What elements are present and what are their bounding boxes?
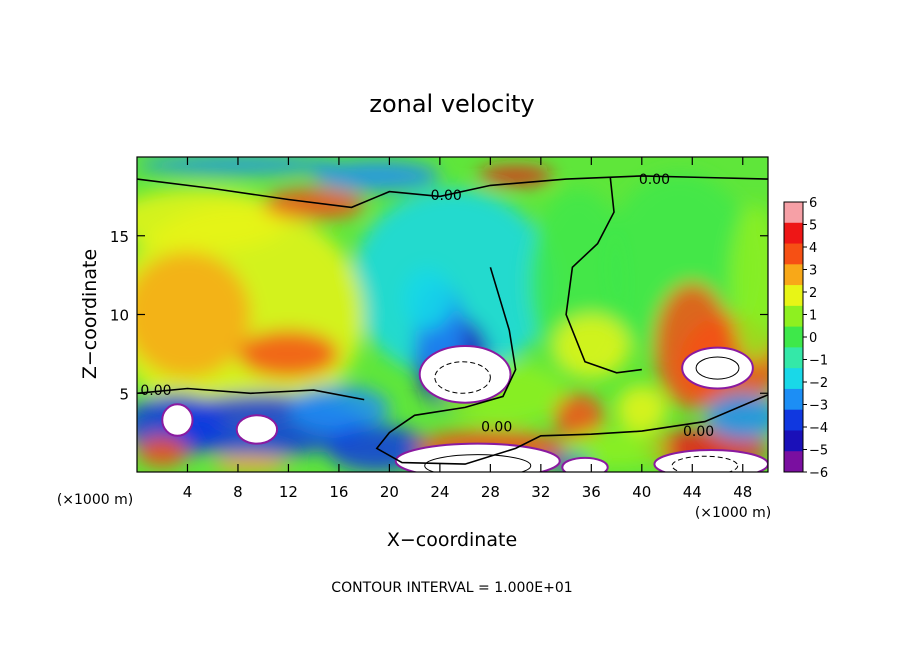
y-axis-label: Z−coordinate	[79, 249, 101, 379]
colorbar-label-0: 6	[809, 196, 817, 211]
zero-contour-1	[137, 387, 365, 401]
colorbar-label-1: 5	[809, 219, 817, 234]
x-axis: 4 8 12 16 20 24 28 32 36 40 44 48	[183, 157, 752, 501]
colorbar-label-2: 4	[809, 241, 817, 256]
x-tick-label-28: 28	[481, 483, 500, 501]
contour-label-1: 0.00	[639, 172, 670, 188]
y-axis: 5 10 15	[110, 228, 768, 403]
colorbar-label-5: 1	[809, 309, 817, 324]
saturated-region-1	[681, 346, 754, 390]
x-tick-label-48: 48	[733, 483, 752, 501]
x-tick-label-40: 40	[632, 483, 651, 501]
colorbar-cell-10	[784, 409, 803, 431]
heatmap-blob-0	[351, 188, 554, 378]
colorbar-label-7: −1	[809, 354, 828, 369]
contour-dashed-0	[434, 361, 491, 394]
x-tick-label-44: 44	[683, 483, 702, 501]
colorbar-cell-0	[784, 202, 803, 224]
saturated-region-0	[418, 345, 512, 404]
x-tick-label-16: 16	[329, 483, 348, 501]
colorbar-label-11: −5	[809, 444, 828, 459]
heatmap-blob-5	[263, 188, 365, 220]
heatmap-blob-3	[237, 330, 339, 378]
zero-contours	[137, 175, 768, 472]
zero-contour-3	[565, 177, 642, 374]
contour-labels: 0.00 0.00 0.00 0.00 0.00	[140, 172, 714, 440]
x-tick-label-36: 36	[582, 483, 601, 501]
x-axis-label: X−coordinate	[387, 529, 517, 551]
heatmap-field	[137, 157, 768, 472]
colorbar-label-4: 2	[809, 286, 817, 301]
x-tick-label-8: 8	[233, 483, 243, 501]
heatmap-blob-20	[616, 385, 668, 433]
x-tick-label-12: 12	[279, 483, 298, 501]
x-unit-left: (×1000 m)	[57, 492, 133, 508]
heatmap-blob-29	[137, 435, 188, 468]
contour-interval-note: CONTOUR INTERVAL = 1.000E+01	[331, 580, 572, 596]
saturated-region-5	[653, 448, 768, 472]
saturated-region-3	[235, 414, 279, 445]
colorbar-cell-8	[784, 368, 803, 390]
colorbar-cell-2	[784, 243, 803, 265]
heatmap-blob-30	[212, 454, 289, 472]
colorbar-cell-4	[784, 285, 803, 307]
colorbar-label-8: −2	[809, 376, 828, 391]
colorbar-cell-3	[784, 264, 803, 286]
saturated-regions	[161, 345, 768, 472]
heatmap-blob-19	[553, 393, 604, 441]
colorbar-cell-11	[784, 430, 803, 452]
saturated-region-4	[394, 442, 561, 472]
colorbar-label-12: −6	[809, 466, 828, 481]
contour-dashed-1	[671, 455, 739, 472]
contour-label-0: 0.00	[431, 188, 462, 204]
x-tick-label-24: 24	[430, 483, 449, 501]
colorbar-cell-7	[784, 347, 803, 369]
zero-contour-0	[137, 175, 768, 209]
saturated-region-6	[561, 456, 609, 472]
contour-inner-1	[424, 454, 532, 472]
zero-contour-2	[375, 267, 768, 465]
heatmap-blob-14	[553, 314, 630, 378]
colorbar-label-10: −4	[809, 421, 828, 436]
contour-inner-0	[695, 356, 740, 380]
heatmap-blob-6	[313, 160, 440, 192]
saturated-region-2	[161, 403, 194, 437]
colorbar-label-6: 0	[809, 331, 817, 346]
heatmap-blob-23	[288, 385, 390, 433]
x-tick-label-4: 4	[183, 483, 193, 501]
heatmap-blob-2	[137, 251, 251, 378]
x-tick-label-20: 20	[380, 483, 399, 501]
colorbar-cell-9	[784, 388, 803, 411]
colorbar-cell-6	[784, 326, 803, 348]
contour-label-4: 0.00	[683, 424, 714, 440]
chart-title: zonal velocity	[369, 90, 534, 118]
heatmap-blob-28	[704, 393, 768, 441]
colorbar-label-3: 3	[809, 264, 817, 279]
colorbar-cell-12	[784, 451, 803, 473]
colorbar: 6 5 4 3 2 1 0 −1 −2 −3 −4 −5 −6	[783, 196, 828, 481]
x-unit-right: (×1000 m)	[695, 505, 771, 521]
contour-label-3: 0.00	[481, 419, 512, 435]
y-tick-label-10: 10	[110, 307, 129, 325]
heatmap-blob-7	[477, 166, 554, 186]
plot-area: 0.00 0.00 0.00 0.00 0.00	[136, 156, 769, 473]
y-tick-label-5: 5	[119, 385, 129, 403]
colorbar-cell-5	[784, 305, 803, 328]
colorbar-label-9: −3	[809, 399, 828, 414]
heatmap-blob-12	[730, 204, 768, 362]
heatmap-blob-4	[137, 188, 289, 252]
contour-label-2: 0.00	[140, 383, 171, 399]
y-tick-label-15: 15	[110, 228, 129, 246]
colorbar-cell-1	[784, 222, 803, 245]
heatmap-blob-17	[402, 267, 453, 331]
x-tick-label-32: 32	[531, 483, 550, 501]
